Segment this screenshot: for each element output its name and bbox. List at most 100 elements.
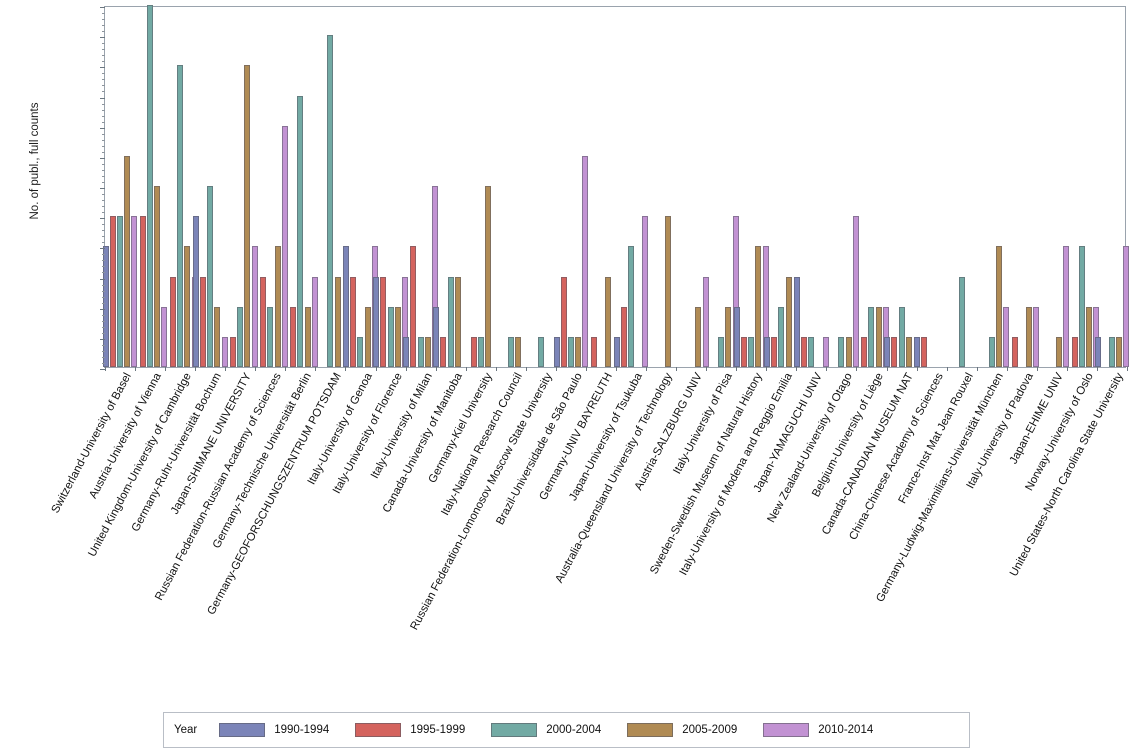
bar[interactable] bbox=[733, 306, 740, 367]
bar[interactable] bbox=[440, 336, 447, 367]
bar[interactable] bbox=[311, 276, 318, 367]
bar[interactable] bbox=[177, 65, 184, 367]
bar[interactable] bbox=[327, 35, 334, 367]
bar[interactable] bbox=[267, 306, 274, 367]
bar[interactable] bbox=[1094, 336, 1101, 367]
bar[interactable] bbox=[845, 336, 852, 367]
bar[interactable] bbox=[741, 336, 748, 367]
bar[interactable] bbox=[394, 306, 401, 367]
bar[interactable] bbox=[1086, 306, 1093, 367]
bar[interactable] bbox=[207, 186, 214, 367]
bar[interactable] bbox=[868, 306, 875, 367]
legend-entry[interactable]: 2000-2004 bbox=[491, 723, 601, 737]
legend-entry[interactable]: 1995-1999 bbox=[355, 723, 465, 737]
bar[interactable] bbox=[1108, 336, 1115, 367]
bar[interactable] bbox=[124, 155, 131, 367]
bar[interactable] bbox=[454, 276, 461, 367]
bar[interactable] bbox=[905, 336, 912, 367]
bar[interactable] bbox=[605, 276, 612, 367]
bar[interactable] bbox=[628, 246, 635, 367]
bar[interactable] bbox=[447, 276, 454, 367]
bar[interactable] bbox=[477, 336, 484, 367]
bar[interactable] bbox=[514, 336, 521, 367]
bar[interactable] bbox=[1116, 336, 1123, 367]
bar[interactable] bbox=[921, 336, 928, 367]
bar[interactable] bbox=[725, 306, 732, 367]
bar[interactable] bbox=[343, 246, 350, 367]
bar[interactable] bbox=[260, 276, 267, 367]
bar[interactable] bbox=[403, 336, 410, 367]
bar[interactable] bbox=[771, 336, 778, 367]
bar[interactable] bbox=[417, 336, 424, 367]
bar[interactable] bbox=[470, 336, 477, 367]
bar[interactable] bbox=[410, 246, 417, 367]
legend-entry[interactable]: 2005-2009 bbox=[627, 723, 737, 737]
bar[interactable] bbox=[221, 336, 228, 367]
bar[interactable] bbox=[192, 216, 199, 367]
bar[interactable] bbox=[988, 336, 995, 367]
bar[interactable] bbox=[778, 306, 785, 367]
bar[interactable] bbox=[793, 276, 800, 367]
bar[interactable] bbox=[553, 336, 560, 367]
bar[interactable] bbox=[433, 306, 440, 367]
bar[interactable] bbox=[1123, 246, 1130, 367]
bar[interactable] bbox=[424, 336, 431, 367]
bar[interactable] bbox=[169, 276, 176, 367]
bar[interactable] bbox=[387, 306, 394, 367]
bar[interactable] bbox=[884, 336, 891, 367]
bar[interactable] bbox=[537, 336, 544, 367]
bar[interactable] bbox=[808, 336, 815, 367]
bar[interactable] bbox=[861, 336, 868, 367]
bar[interactable] bbox=[102, 246, 109, 367]
bar[interactable] bbox=[838, 336, 845, 367]
legend-entry[interactable]: 1990-1994 bbox=[219, 723, 329, 737]
bar[interactable] bbox=[364, 306, 371, 367]
bar[interactable] bbox=[748, 336, 755, 367]
bar[interactable] bbox=[875, 306, 882, 367]
bar[interactable] bbox=[801, 336, 808, 367]
bar[interactable] bbox=[695, 306, 702, 367]
bar[interactable] bbox=[785, 276, 792, 367]
bar[interactable] bbox=[1025, 306, 1032, 367]
bar[interactable] bbox=[304, 306, 311, 367]
bar[interactable] bbox=[131, 216, 138, 367]
bar[interactable] bbox=[297, 95, 304, 367]
bar[interactable] bbox=[147, 5, 154, 367]
bar[interactable] bbox=[214, 306, 221, 367]
bar[interactable] bbox=[560, 276, 567, 367]
bar[interactable] bbox=[613, 336, 620, 367]
bar[interactable] bbox=[852, 216, 859, 367]
bar[interactable] bbox=[154, 186, 161, 367]
bar[interactable] bbox=[251, 246, 258, 367]
bar[interactable] bbox=[1063, 246, 1070, 367]
bar[interactable] bbox=[1003, 306, 1010, 367]
bar[interactable] bbox=[109, 216, 116, 367]
bar[interactable] bbox=[230, 336, 237, 367]
bar[interactable] bbox=[914, 336, 921, 367]
bar[interactable] bbox=[1011, 336, 1018, 367]
bar[interactable] bbox=[995, 246, 1002, 367]
bar[interactable] bbox=[582, 155, 589, 367]
bar[interactable] bbox=[199, 276, 206, 367]
bar[interactable] bbox=[373, 276, 380, 367]
bar[interactable] bbox=[380, 276, 387, 367]
bar[interactable] bbox=[567, 336, 574, 367]
bar[interactable] bbox=[718, 336, 725, 367]
bar[interactable] bbox=[642, 216, 649, 367]
bar[interactable] bbox=[290, 306, 297, 367]
bar[interactable] bbox=[507, 336, 514, 367]
bar[interactable] bbox=[1056, 336, 1063, 367]
bar[interactable] bbox=[1078, 246, 1085, 367]
legend-entry[interactable]: 2010-2014 bbox=[763, 723, 873, 737]
bar[interactable] bbox=[139, 216, 146, 367]
bar[interactable] bbox=[237, 306, 244, 367]
bar[interactable] bbox=[755, 246, 762, 367]
bar[interactable] bbox=[117, 216, 124, 367]
bar[interactable] bbox=[281, 125, 288, 367]
bar[interactable] bbox=[898, 306, 905, 367]
bar[interactable] bbox=[590, 336, 597, 367]
bar[interactable] bbox=[763, 336, 770, 367]
bar[interactable] bbox=[357, 336, 364, 367]
bar[interactable] bbox=[161, 306, 168, 367]
bar[interactable] bbox=[274, 246, 281, 367]
